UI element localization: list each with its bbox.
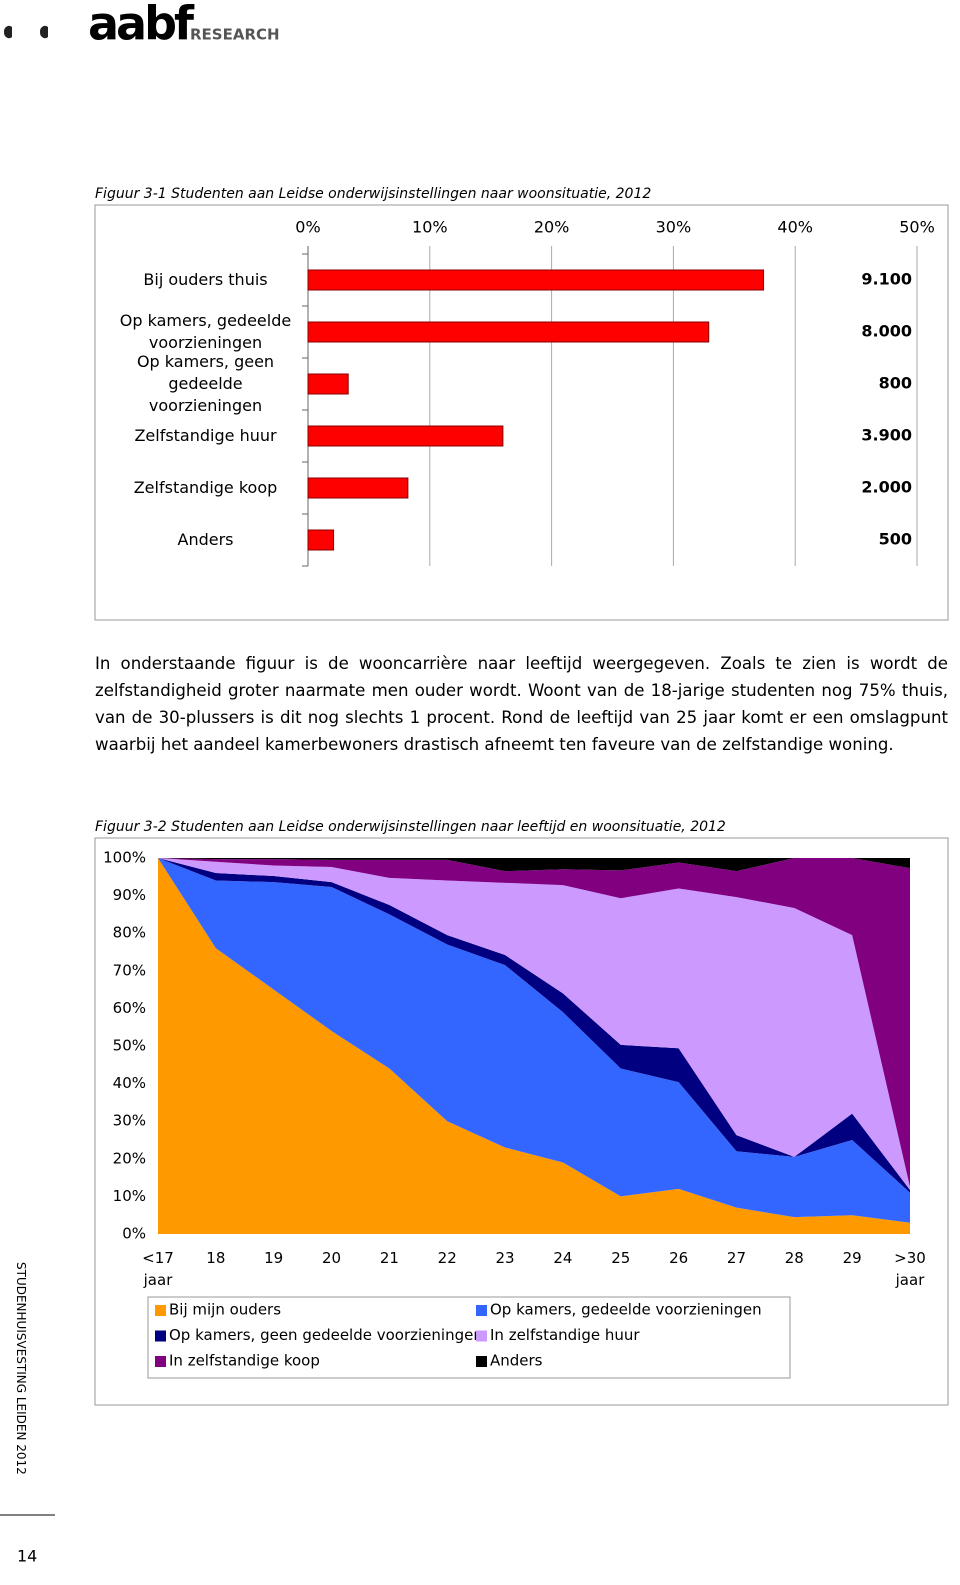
category-label: Zelfstandige huur bbox=[134, 426, 277, 445]
legend-label: Op kamers, gedeelde voorzieningen bbox=[490, 1301, 762, 1319]
y-tick-label: 100% bbox=[103, 849, 146, 867]
x-tick-label: 10% bbox=[412, 218, 448, 237]
y-tick-label: 30% bbox=[113, 1112, 146, 1130]
y-tick-label: 50% bbox=[113, 1037, 146, 1055]
logo-mark bbox=[3, 25, 48, 39]
legend-swatch bbox=[155, 1330, 166, 1342]
figure-caption: Figuur 3-1 Studenten aan Leidse onderwij… bbox=[95, 186, 652, 202]
category-label: Op kamers, gedeelde voorzieningen bbox=[119, 311, 292, 352]
sidebar: STUDENHUISVESTING LEIDEN 2012 bbox=[14, 1262, 28, 1475]
legend-label: In zelfstandige koop bbox=[169, 1352, 320, 1370]
bar bbox=[307, 321, 710, 343]
x-tick-label: 40% bbox=[777, 218, 813, 237]
x-tick-label: 27 bbox=[726, 1249, 746, 1267]
x-tick-label: 18 bbox=[206, 1249, 226, 1267]
x-tick-label: 25 bbox=[611, 1249, 631, 1267]
x-tick-label: >30 jaar bbox=[894, 1249, 926, 1289]
bar bbox=[307, 269, 765, 291]
x-tick-label: 0% bbox=[295, 218, 320, 237]
bar bbox=[307, 529, 335, 551]
legend-label: Op kamers, geen gedeelde voorzieningen bbox=[169, 1326, 483, 1344]
y-tick-label: 80% bbox=[113, 924, 146, 942]
data-label: 8.000 bbox=[861, 322, 912, 341]
category-label: Zelfstandige koop bbox=[133, 478, 278, 497]
x-tick-label: 21 bbox=[379, 1249, 399, 1267]
bar bbox=[307, 477, 409, 499]
x-tick-label: 19 bbox=[264, 1249, 284, 1267]
bar bbox=[307, 373, 349, 395]
y-tick-label: 10% bbox=[113, 1187, 146, 1205]
y-tick-label: 60% bbox=[113, 999, 146, 1017]
figure-frame bbox=[94, 837, 949, 1406]
y-tick-label: 70% bbox=[113, 961, 146, 979]
legend-swatch bbox=[476, 1330, 487, 1342]
page-number: 14 bbox=[17, 1547, 37, 1566]
y-tick-label: 20% bbox=[113, 1149, 146, 1167]
data-label: 500 bbox=[879, 530, 912, 549]
x-tick-label: 30% bbox=[656, 218, 692, 237]
logo-sub: RESEARCH bbox=[190, 26, 280, 44]
data-label: 800 bbox=[879, 374, 912, 393]
category-label: Bij ouders thuis bbox=[143, 270, 268, 289]
figure-frame bbox=[94, 204, 949, 621]
logo: aabf bbox=[88, 0, 195, 51]
data-label: 9.100 bbox=[861, 270, 912, 289]
legend-swatch bbox=[476, 1356, 487, 1367]
legend-label: Anders bbox=[490, 1352, 543, 1370]
x-tick-label: 20 bbox=[321, 1249, 342, 1267]
x-tick-label: 22 bbox=[437, 1249, 457, 1267]
data-label: 3.900 bbox=[861, 426, 912, 445]
category-label: Op kamers, geen gedeelde voorzieningen bbox=[136, 352, 275, 415]
x-tick-label: 28 bbox=[784, 1249, 804, 1267]
bar bbox=[307, 425, 504, 447]
area bbox=[158, 858, 910, 1191]
area bbox=[158, 858, 910, 872]
legend-frame bbox=[147, 1296, 791, 1379]
x-tick-label: 20% bbox=[534, 218, 570, 237]
legend-swatch bbox=[155, 1356, 166, 1367]
x-tick-label: 26 bbox=[669, 1249, 689, 1267]
legend-swatch bbox=[155, 1305, 166, 1316]
y-tick-label: 90% bbox=[113, 886, 146, 904]
x-tick-label: 24 bbox=[553, 1249, 573, 1267]
y-tick-label: 0% bbox=[122, 1225, 146, 1243]
figure-caption: Figuur 3-2 Studenten aan Leidse onderwij… bbox=[95, 819, 726, 835]
area bbox=[158, 858, 910, 1234]
x-tick-label: 50% bbox=[899, 218, 935, 237]
y-tick-label: 40% bbox=[113, 1074, 146, 1092]
category-label: Anders bbox=[177, 530, 234, 549]
data-label: 2.000 bbox=[861, 478, 912, 497]
legend-label: Bij mijn ouders bbox=[169, 1301, 281, 1319]
legend-label: In zelfstandige huur bbox=[490, 1326, 640, 1344]
area bbox=[158, 858, 910, 1187]
legend-swatch bbox=[476, 1305, 487, 1316]
x-tick-label: 23 bbox=[495, 1249, 515, 1267]
area bbox=[158, 858, 910, 1223]
x-tick-label: <17 jaar bbox=[142, 1249, 174, 1289]
body-text: In onderstaande figuur is de wooncarrièr… bbox=[95, 654, 948, 754]
x-tick-label: 29 bbox=[842, 1249, 862, 1267]
